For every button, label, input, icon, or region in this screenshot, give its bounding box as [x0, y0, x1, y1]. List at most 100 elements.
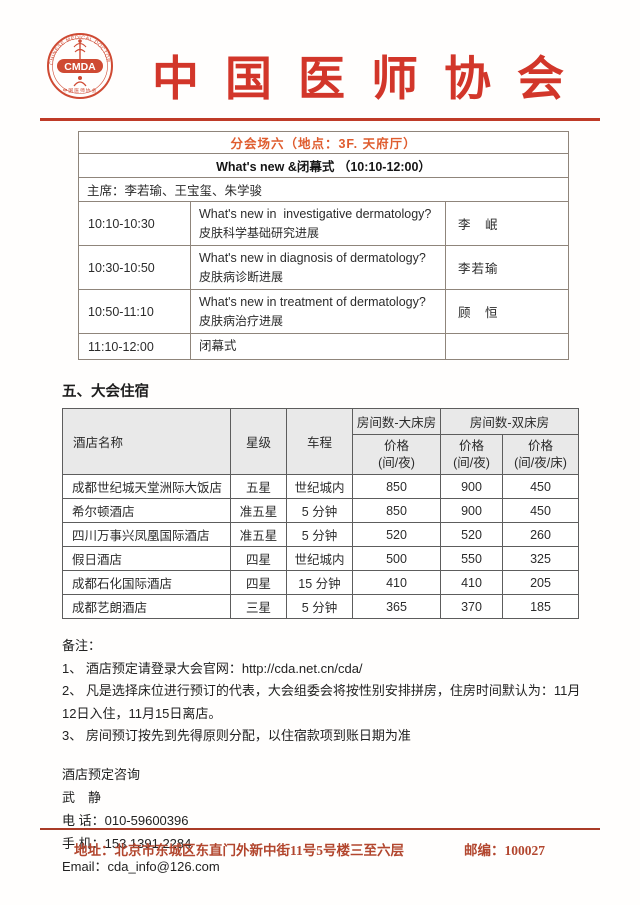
- bed-price-cell: 205: [501, 570, 580, 595]
- session-row: 10:30-10:50 What's new in diagnosis of d…: [78, 245, 570, 290]
- distance-cell: 5 分钟: [286, 594, 353, 619]
- speaker-cell: 顾 恒: [444, 289, 570, 334]
- king-price-cell: 410: [352, 570, 441, 595]
- topic-english: 闭幕式: [199, 339, 237, 353]
- session-title-row: 分会场六（地点：3F. 天府厅）: [77, 131, 570, 154]
- twin-price-header: 价格 (间/夜): [440, 434, 503, 475]
- contact-section: 酒店预定咨询 武 静 电 话：010-59600396 手 机：153 1391…: [62, 763, 640, 878]
- contact-line: 电 话：010-59600396: [62, 812, 189, 828]
- bed-price-cell: 450: [501, 498, 580, 523]
- cmda-logo-icon: CHINESE MEDICAL DOCTOR ASSOCIATION CMDA …: [42, 22, 113, 99]
- notes-section: 备注： 1、 酒店预定请登录大会官网：http://cda.net.cn/cda…: [62, 635, 584, 748]
- price-label: 价格: [528, 438, 554, 453]
- hotel-row: 成都世纪城天堂洲际大饭店 五星 世纪城内 850 900 450: [62, 474, 580, 499]
- star-cell: 四星: [230, 546, 287, 571]
- topic-english: What's new in investigative dermatology?: [199, 207, 432, 221]
- session-chairs: 主席：李若瑜、王宝玺、朱学骏: [77, 177, 570, 202]
- star-col-header: 星级: [230, 408, 287, 475]
- hotel-name-cell: 成都石化国际酒店: [62, 570, 231, 595]
- hotel-col-header: 酒店名称: [62, 408, 231, 475]
- speaker-cell: 李若瑜: [444, 245, 570, 290]
- twin-price-cell: 520: [440, 522, 503, 547]
- hotel-section-heading: 五、大会住宿: [62, 384, 149, 400]
- king-price-cell: 500: [352, 546, 441, 571]
- logo-caption: 中国医师协会: [63, 87, 98, 94]
- contact-line: Email：cda_info@126.com: [62, 858, 220, 874]
- twin-room-group-header: 房间数-双床房: [439, 408, 580, 435]
- cmda-logo: CHINESE MEDICAL DOCTOR ASSOCIATION CMDA …: [42, 22, 116, 119]
- hotel-name-cell: 希尔顿酒店: [62, 498, 231, 523]
- twin-price-cell: 900: [440, 474, 503, 499]
- topic-chinese: 皮肤科学基础研究进展: [199, 226, 320, 240]
- price-unit: (间/夜/床): [514, 455, 567, 470]
- star-cell: 五星: [230, 474, 287, 499]
- hotel-row: 成都石化国际酒店 四星 15 分钟 410 410 205: [62, 570, 580, 595]
- speaker-cell: 李 岷: [444, 201, 570, 246]
- footer-address: 地址：北京市东城区东直门外新中街11号5号楼三至六层: [74, 843, 405, 858]
- contact-line: 酒店预定咨询: [62, 766, 141, 782]
- topic-cell: What's new in investigative dermatology?…: [190, 201, 446, 246]
- session-subtitle: What's new &闭幕式 （10:10-12:00）: [77, 153, 570, 178]
- king-price-cell: 365: [352, 594, 441, 619]
- session-row: 10:10-10:30 What's new in investigative …: [78, 201, 570, 246]
- hotel-row: 假日酒店 四星 世纪城内 500 550 325: [62, 546, 580, 571]
- page-header: CHINESE MEDICAL DOCTOR ASSOCIATION CMDA …: [0, 0, 640, 118]
- bed-price-cell: 325: [501, 546, 580, 571]
- page-footer: 地址：北京市东城区东直门外新中街11号5号楼三至六层 邮编：100027: [0, 828, 640, 859]
- hotel-name-cell: 成都世纪城天堂洲际大饭店: [62, 474, 231, 499]
- speaker-cell: [444, 333, 570, 360]
- distance-cell: 5 分钟: [286, 498, 353, 523]
- contact-line: 手 机：153 1391 2284: [62, 835, 192, 851]
- price-label: 价格: [458, 438, 484, 453]
- topic-cell: What's new in treatment of dermatology? …: [190, 289, 446, 334]
- king-room-group-header: 房间数-大床房: [352, 408, 441, 435]
- page-title: 中国医师协会: [152, 54, 590, 106]
- contact-lines: 酒店预定咨询 武 静 电 话：010-59600396 手 机：153 1391…: [62, 763, 640, 878]
- star-cell: 四星: [230, 570, 287, 595]
- footer-divider: [40, 828, 600, 830]
- topic-chinese: 皮肤病治疗进展: [199, 314, 284, 328]
- distance-cell: 5 分钟: [286, 522, 353, 547]
- distance-cell: 15 分钟: [286, 570, 353, 595]
- distance-col-header: 车程: [286, 408, 353, 475]
- logo-abbr: CMDA: [64, 61, 96, 73]
- topic-english: What's new in treatment of dermatology?: [199, 295, 426, 309]
- hotel-row: 希尔顿酒店 准五星 5 分钟 850 900 450: [62, 498, 580, 523]
- time-cell: 11:10-12:00: [78, 333, 191, 360]
- session-row: 11:10-12:00 闭幕式: [78, 333, 570, 360]
- distance-cell: 世纪城内: [286, 474, 353, 499]
- twin-price-cell: 900: [440, 498, 503, 523]
- king-price-cell: 520: [352, 522, 441, 547]
- session-rows: 10:10-10:30 What's new in investigative …: [78, 201, 570, 360]
- topic-chinese: 皮肤病诊断进展: [199, 270, 284, 284]
- time-cell: 10:10-10:30: [78, 201, 191, 246]
- session-schedule-table: 分会场六（地点：3F. 天府厅） What's new &闭幕式 （10:10-…: [77, 131, 570, 360]
- king-price-header: 价格 (间/夜): [352, 434, 441, 475]
- twin-price-cell: 370: [440, 594, 503, 619]
- price-label: 价格: [383, 438, 409, 453]
- distance-cell: 世纪城内: [286, 546, 353, 571]
- notes-heading: 备注：: [62, 638, 102, 653]
- time-cell: 10:30-10:50: [78, 245, 191, 290]
- topic-english: What's new in diagnosis of dermatology?: [199, 251, 426, 265]
- topic-cell: What's new in diagnosis of dermatology? …: [190, 245, 446, 290]
- hotel-row: 四川万事兴凤凰国际酒店 准五星 5 分钟 520 520 260: [62, 522, 580, 547]
- hotel-table: 酒店名称 星级 车程 房间数-大床房 房间数-双床房 价格 (间/夜) 价格 (…: [62, 408, 580, 619]
- price-unit: (间/夜): [378, 455, 415, 470]
- session-row: 10:50-11:10 What's new in treatment of d…: [78, 289, 570, 334]
- star-cell: 准五星: [230, 498, 287, 523]
- time-cell: 10:50-11:10: [78, 289, 191, 334]
- session-title: 分会场六（地点：3F. 天府厅）: [77, 131, 570, 154]
- bed-price-cell: 450: [501, 474, 580, 499]
- note-item: 1、 酒店预定请登录大会官网：http://cda.net.cn/cda/: [62, 660, 363, 676]
- hotel-rows: 成都世纪城天堂洲际大饭店 五星 世纪城内 850 900 450 希尔顿酒店 准…: [62, 474, 580, 619]
- session-subtitle-row: What's new &闭幕式 （10:10-12:00）: [77, 153, 570, 178]
- session-chairs-row: 主席：李若瑜、王宝玺、朱学骏: [77, 177, 570, 202]
- star-cell: 准五星: [230, 522, 287, 547]
- twin-price-cell: 410: [440, 570, 503, 595]
- hotel-name-cell: 假日酒店: [62, 546, 231, 571]
- hotel-row: 成都艺朗酒店 三星 5 分钟 365 370 185: [62, 594, 580, 619]
- note-item: 2、 凡是选择床位进行预订的代表，大会组委会将按性别安排拼房，住房时间默认为：1…: [62, 683, 581, 721]
- bed-price-cell: 185: [501, 594, 580, 619]
